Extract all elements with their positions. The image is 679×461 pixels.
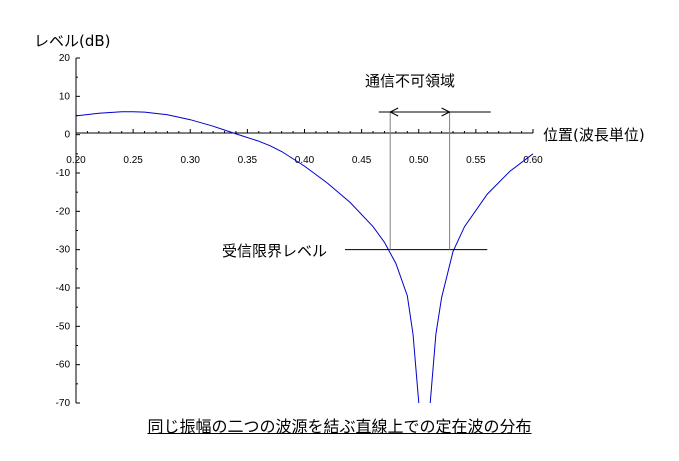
x-tick-label: 0.35 xyxy=(238,155,258,166)
y-tick-label: 0 xyxy=(64,130,70,141)
y-tick-label: 20 xyxy=(59,53,71,64)
y-axis-title: レベル(dB) xyxy=(34,32,111,50)
figure-caption: 同じ振幅の二つの波源を結ぶ直線上での定在波の分布 xyxy=(147,417,532,436)
x-tick-label: 0.20 xyxy=(66,155,86,166)
x-tick-label: 0.40 xyxy=(295,155,315,166)
reception-limit-label: 受信限界レベル xyxy=(222,242,327,260)
y-tick-label: -50 xyxy=(56,321,71,332)
series-line xyxy=(429,153,534,404)
blind-zone-arrow-right-head xyxy=(441,107,451,117)
x-tick-label: 0.25 xyxy=(123,155,143,166)
y-tick-label: -30 xyxy=(56,245,71,256)
annotations xyxy=(345,107,491,251)
y-tick-label: -10 xyxy=(56,168,71,179)
x-tick-label: 0.30 xyxy=(181,155,201,166)
x-tick-label: 0.60 xyxy=(523,155,543,166)
y-tick-label: -70 xyxy=(56,398,71,409)
x-tick-label: 0.45 xyxy=(352,155,372,166)
x-tick-label: 0.55 xyxy=(466,155,486,166)
blind-zone-arrow-left-head xyxy=(389,107,399,117)
y-tick-label: -60 xyxy=(56,360,71,371)
series-line xyxy=(75,111,420,404)
blind-zone-label: 通信不可領域 xyxy=(365,72,455,90)
y-tick-label: -40 xyxy=(56,283,71,294)
y-tick-label: -20 xyxy=(56,206,71,217)
x-axis-title: 位置(波長単位) xyxy=(543,126,645,144)
curves xyxy=(75,111,534,404)
x-tick-label: 0.50 xyxy=(409,155,429,166)
axes: 20 10 0 -10 -20 -30 -40 -50 -60 -70 0.20 0.25 0.30 0.… xyxy=(56,53,544,409)
y-tick-label: 10 xyxy=(59,91,71,102)
